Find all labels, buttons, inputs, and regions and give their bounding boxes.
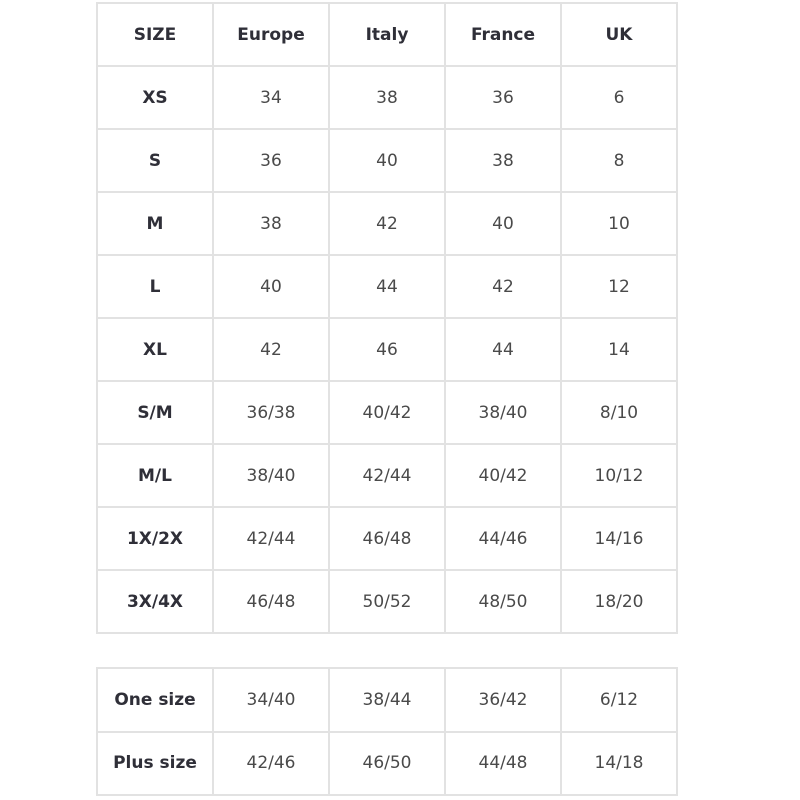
size-label-cell: 3X/4X [96, 569, 214, 634]
size-value-cell: 34/40 [212, 667, 330, 733]
table-row: XL 42 46 44 14 [96, 317, 678, 382]
column-header: Italy [328, 2, 446, 67]
size-value-cell: 14/16 [560, 506, 678, 571]
size-value-cell: 42 [212, 317, 330, 382]
size-value-cell: 38/40 [212, 443, 330, 508]
size-value-cell: 36/38 [212, 380, 330, 445]
size-label-cell: Plus size [96, 730, 214, 796]
size-value-cell: 46/48 [328, 506, 446, 571]
size-value-cell: 38 [212, 191, 330, 256]
table-row: 3X/4X 46/48 50/52 48/50 18/20 [96, 569, 678, 634]
size-value-cell: 42/46 [212, 730, 330, 796]
table-row: S 36 40 38 8 [96, 128, 678, 193]
size-label-cell: M [96, 191, 214, 256]
size-value-cell: 42 [444, 254, 562, 319]
size-label-cell: S/M [96, 380, 214, 445]
size-value-cell: 46/50 [328, 730, 446, 796]
size-value-cell: 18/20 [560, 569, 678, 634]
size-value-cell: 36/42 [444, 667, 562, 733]
size-value-cell: 6/12 [560, 667, 678, 733]
column-header: France [444, 2, 562, 67]
column-header: UK [560, 2, 678, 67]
size-value-cell: 38 [444, 128, 562, 193]
size-value-cell: 42/44 [328, 443, 446, 508]
table-row: 1X/2X 42/44 46/48 44/46 14/16 [96, 506, 678, 571]
size-value-cell: 44 [328, 254, 446, 319]
size-value-cell: 40 [444, 191, 562, 256]
one-plus-size-table: One size 34/40 38/44 36/42 6/12 Plus size 42/4… [96, 667, 678, 796]
table-row: L 40 44 42 12 [96, 254, 678, 319]
size-value-cell: 38 [328, 65, 446, 130]
table-row: M/L 38/40 42/44 40/42 10/12 [96, 443, 678, 508]
size-value-cell: 34 [212, 65, 330, 130]
size-value-cell: 10 [560, 191, 678, 256]
column-header: Europe [212, 2, 330, 67]
size-value-cell: 8 [560, 128, 678, 193]
size-value-cell: 38/40 [444, 380, 562, 445]
size-value-cell: 12 [560, 254, 678, 319]
column-header: SIZE [96, 2, 214, 67]
size-value-cell: 48/50 [444, 569, 562, 634]
size-value-cell: 36 [444, 65, 562, 130]
size-value-cell: 14 [560, 317, 678, 382]
size-value-cell: 44/48 [444, 730, 562, 796]
size-value-cell: 46/48 [212, 569, 330, 634]
size-value-cell: 6 [560, 65, 678, 130]
table-row: XS 34 38 36 6 [96, 65, 678, 130]
size-value-cell: 46 [328, 317, 446, 382]
header-row: SIZE Europe Italy France UK [96, 2, 678, 67]
size-value-cell: 10/12 [560, 443, 678, 508]
table-row: S/M 36/38 40/42 38/40 8/10 [96, 380, 678, 445]
size-value-cell: 38/44 [328, 667, 446, 733]
size-value-cell: 42/44 [212, 506, 330, 571]
table-row: M 38 42 40 10 [96, 191, 678, 256]
size-value-cell: 44 [444, 317, 562, 382]
size-label-cell: XL [96, 317, 214, 382]
size-value-cell: 40 [212, 254, 330, 319]
size-value-cell: 42 [328, 191, 446, 256]
size-value-cell: 40 [328, 128, 446, 193]
table-row: Plus size 42/46 46/50 44/48 14/18 [96, 730, 678, 796]
size-value-cell: 44/46 [444, 506, 562, 571]
size-label-cell: S [96, 128, 214, 193]
size-value-cell: 40/42 [328, 380, 446, 445]
size-label-cell: XS [96, 65, 214, 130]
size-label-cell: 1X/2X [96, 506, 214, 571]
size-value-cell: 14/18 [560, 730, 678, 796]
size-value-cell: 50/52 [328, 569, 446, 634]
size-chart-table: SIZE Europe Italy France UK XS 34 38 36 6 S 36 40 38 8… [96, 2, 678, 634]
size-label-cell: M/L [96, 443, 214, 508]
table-row: One size 34/40 38/44 36/42 6/12 [96, 667, 678, 733]
size-value-cell: 36 [212, 128, 330, 193]
size-value-cell: 8/10 [560, 380, 678, 445]
size-value-cell: 40/42 [444, 443, 562, 508]
size-label-cell: L [96, 254, 214, 319]
size-label-cell: One size [96, 667, 214, 733]
